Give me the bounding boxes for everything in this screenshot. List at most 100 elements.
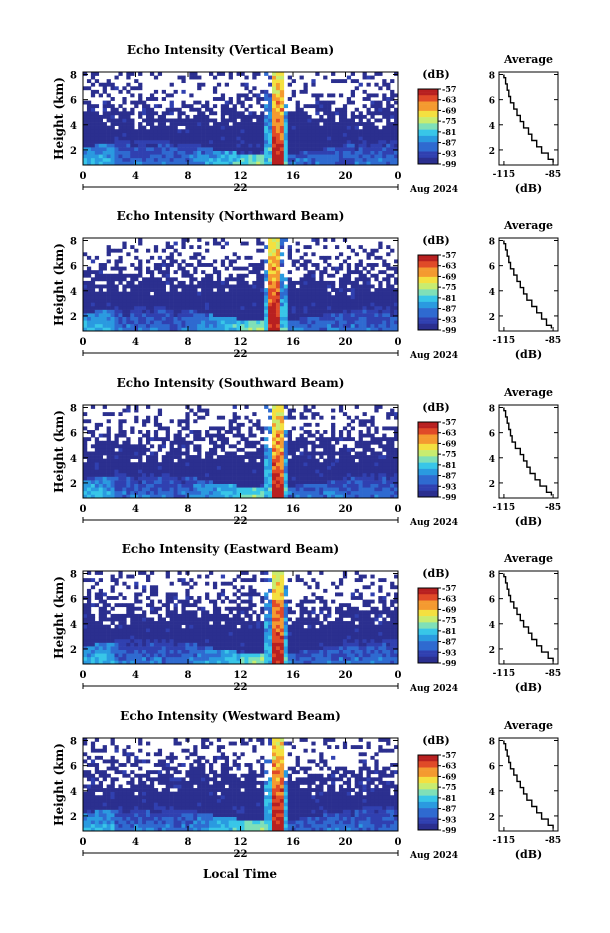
heatmap-cell [276, 263, 280, 267]
heatmap-cell [138, 295, 142, 299]
heatmap-cell [229, 484, 233, 488]
heatmap-cell [331, 416, 335, 420]
heatmap-cell [130, 111, 134, 115]
heatmap-cell [315, 444, 319, 448]
heatmap-cell [229, 306, 233, 310]
heatmap-cell [347, 126, 351, 130]
heatmap-cell [284, 277, 288, 281]
heatmap-cell [154, 423, 158, 427]
heatmap-cell [158, 469, 162, 473]
heatmap-cell [107, 83, 111, 87]
heatmap-cell [264, 259, 268, 263]
heatmap-cell [107, 635, 111, 639]
heatmap-cell [107, 249, 111, 253]
heatmap-cell [166, 270, 170, 274]
heatmap-cell [158, 412, 162, 416]
heatmap-cell [213, 119, 217, 123]
heatmap-cell [115, 151, 119, 155]
heatmap-cell [268, 295, 272, 299]
heatmap-cell [272, 448, 276, 452]
heatmap-cell [296, 147, 300, 151]
heatmap-cell [280, 320, 284, 324]
x-tick-label: 0 [80, 337, 87, 348]
heatmap-cell [367, 136, 371, 140]
heatmap-cell [363, 317, 367, 321]
heatmap-cell [315, 430, 319, 434]
heatmap-cell [95, 285, 99, 289]
heatmap-cell [201, 462, 205, 466]
heatmap-cell [150, 256, 154, 260]
heatmap-cell [256, 292, 260, 296]
heatmap-cell [170, 317, 174, 321]
heatmap-cell [319, 256, 323, 260]
heatmap-cell [166, 484, 170, 488]
heatmap-cell [99, 657, 103, 661]
heatmap-cell [237, 111, 241, 115]
heatmap-cell [370, 452, 374, 456]
heatmap-cell [130, 487, 134, 491]
heatmap-cell [304, 487, 308, 491]
heatmap-cell [347, 274, 351, 278]
heatmap-cell [95, 299, 99, 303]
heatmap-cell [248, 97, 252, 101]
heatmap-cell [130, 274, 134, 278]
heatmap-cell [319, 151, 323, 155]
heatmap-cell [319, 324, 323, 328]
heatmap-cell [103, 154, 107, 158]
heatmap-cell [386, 416, 390, 420]
heatmap-cell [300, 473, 304, 477]
heatmap-cell [378, 111, 382, 115]
heatmap-cell [304, 480, 308, 484]
heatmap-cell [347, 302, 351, 306]
heatmap-cell [87, 281, 91, 285]
heatmap-cell [359, 147, 363, 151]
heatmap-cell [260, 480, 264, 484]
heatmap-cell [170, 473, 174, 477]
heatmap-cell [390, 324, 394, 328]
heatmap-cell [154, 76, 158, 80]
heatmap-cell [252, 295, 256, 299]
heatmap-cell [181, 281, 185, 285]
heatmap-cell [280, 90, 284, 94]
heatmap-cell [181, 144, 185, 148]
heatmap-cell [185, 419, 189, 423]
heatmap-cell [197, 480, 201, 484]
heatmap-cell [115, 292, 119, 296]
heatmap-cell [146, 441, 150, 445]
heatmap-cell [217, 430, 221, 434]
heatmap-cell [138, 441, 142, 445]
heatmap-cell [118, 621, 122, 625]
heatmap-cell [87, 270, 91, 274]
heatmap-cell [363, 274, 367, 278]
heatmap-cell [87, 292, 91, 296]
heatmap-cell [386, 245, 390, 249]
heatmap-cell [237, 115, 241, 119]
heatmap-cell [142, 147, 146, 151]
heatmap-cell [111, 136, 115, 140]
heatmap-cell [268, 83, 272, 87]
heatmap-cell [158, 151, 162, 155]
heatmap-cell [339, 119, 343, 123]
heatmap-cell [154, 299, 158, 303]
heatmap-cell [268, 154, 272, 158]
heatmap-cell [193, 491, 197, 495]
heatmap-cell [91, 306, 95, 310]
heatmap-cell [103, 473, 107, 477]
colorbar-segment [418, 283, 438, 286]
heatmap-cell [115, 108, 119, 112]
heatmap-cell [185, 423, 189, 427]
heatmap-cell [209, 108, 213, 112]
heatmap-cell [126, 129, 130, 133]
heatmap-cell [87, 256, 91, 260]
heatmap-cell [87, 466, 91, 470]
heatmap-cell [241, 111, 245, 115]
heatmap-cell [181, 310, 185, 314]
heatmap-cell [323, 285, 327, 289]
heatmap-cell [256, 242, 260, 246]
heatmap-cell [158, 72, 162, 76]
heatmap-cell [170, 111, 174, 115]
heatmap-cell [126, 657, 130, 661]
heatmap-cell [331, 288, 335, 292]
heatmap-cell [315, 158, 319, 162]
heatmap-cell [264, 104, 268, 108]
